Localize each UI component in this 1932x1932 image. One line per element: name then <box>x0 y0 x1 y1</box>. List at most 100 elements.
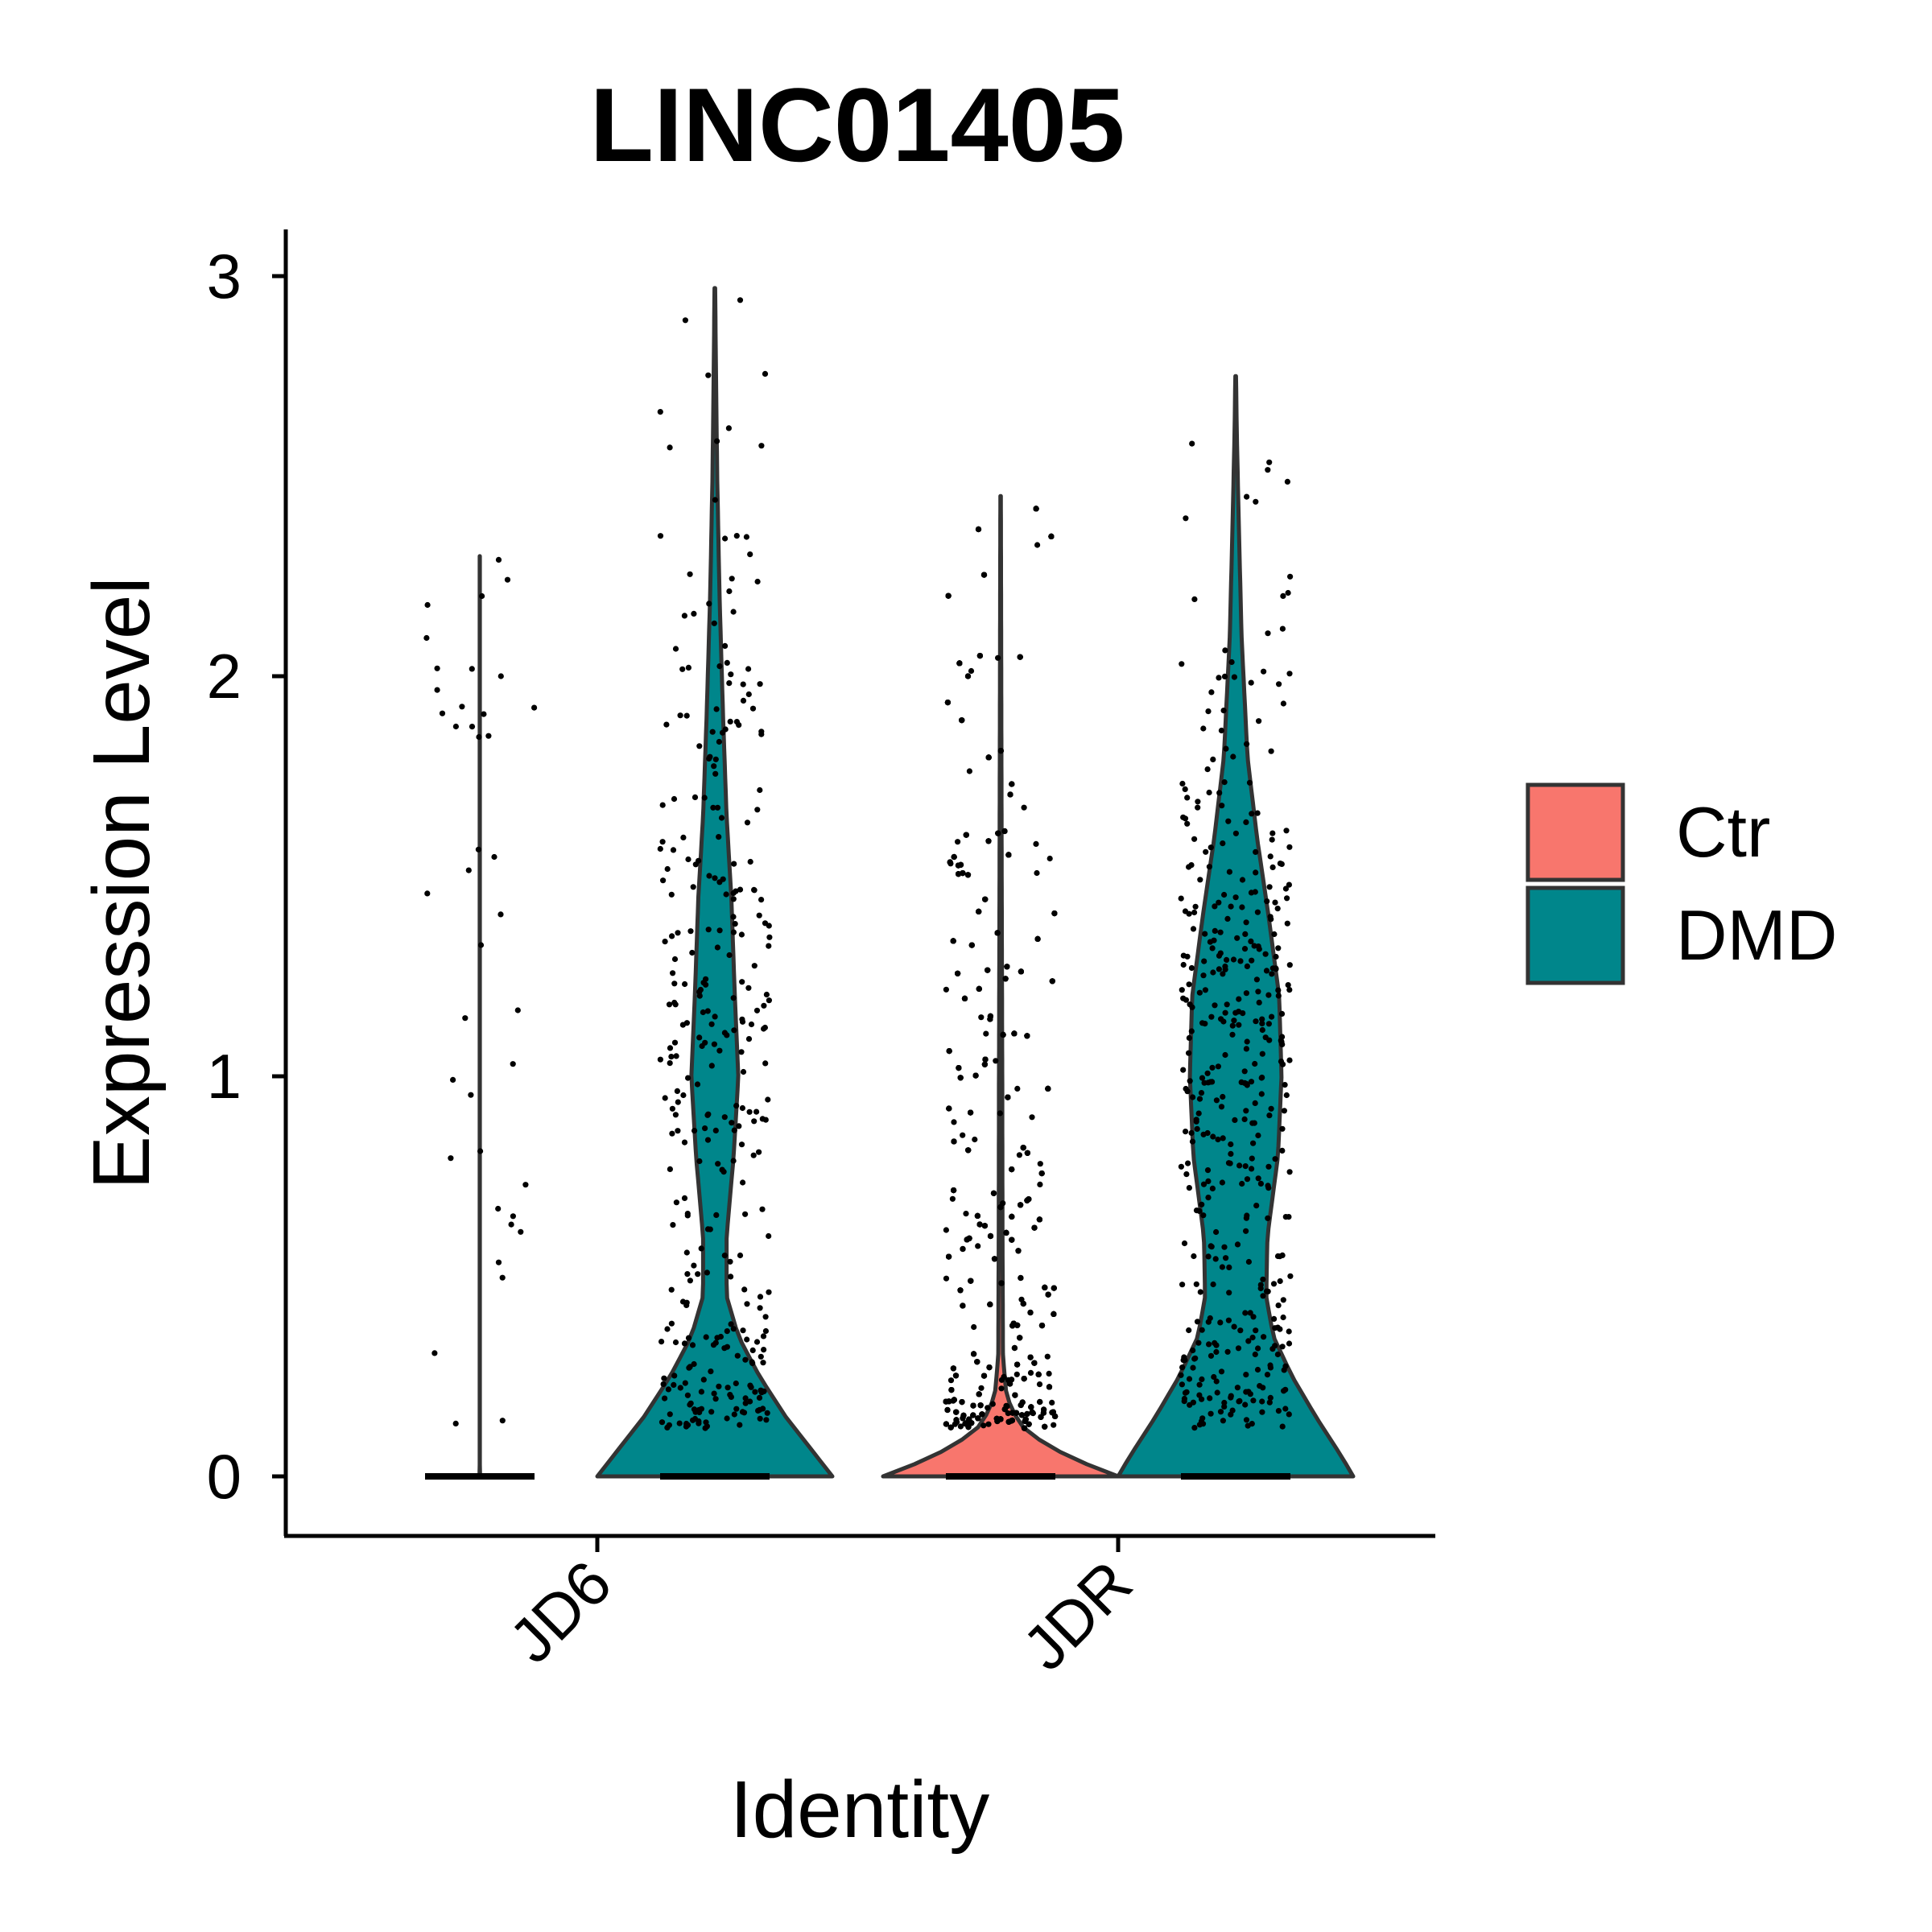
data-point <box>1242 931 1249 937</box>
data-point <box>452 723 460 730</box>
data-point <box>1260 1293 1266 1299</box>
data-point <box>1205 1253 1212 1260</box>
data-point <box>1196 1392 1203 1398</box>
data-point <box>1017 1335 1023 1341</box>
data-point <box>689 949 696 956</box>
data-point <box>712 1013 718 1020</box>
data-point <box>1265 467 1271 473</box>
data-point <box>995 830 1001 836</box>
data-point <box>712 497 719 503</box>
data-point <box>1183 1129 1189 1135</box>
data-point <box>1253 869 1259 876</box>
data-point <box>739 1104 746 1112</box>
data-point <box>661 1375 667 1381</box>
data-point <box>985 967 991 973</box>
data-point <box>1285 982 1291 989</box>
data-point <box>424 890 431 897</box>
data-point <box>1228 903 1234 910</box>
data-point <box>687 1402 693 1408</box>
data-point <box>1018 968 1024 975</box>
data-point <box>1200 1212 1207 1219</box>
data-point <box>726 680 733 687</box>
data-point <box>957 1287 964 1294</box>
data-point <box>960 1132 966 1138</box>
data-point <box>683 712 690 719</box>
data-point <box>1275 945 1282 952</box>
data-point <box>733 888 739 894</box>
data-point <box>741 1286 748 1293</box>
data-point <box>733 1380 739 1387</box>
data-point <box>1232 894 1239 901</box>
data-point <box>1214 1389 1220 1396</box>
data-point <box>1024 1033 1030 1039</box>
data-point <box>696 857 702 864</box>
data-point <box>1249 1334 1256 1341</box>
data-point <box>657 533 664 539</box>
data-point <box>736 1123 742 1129</box>
data-point <box>1013 1371 1020 1377</box>
data-point <box>687 1278 694 1284</box>
data-point <box>733 1406 740 1412</box>
data-point <box>663 721 670 728</box>
data-point <box>1261 668 1267 675</box>
data-point <box>739 979 745 985</box>
data-point <box>1255 989 1261 995</box>
data-point <box>972 1072 979 1079</box>
y-tick-label: 2 <box>207 641 242 712</box>
data-point <box>1029 1114 1035 1121</box>
data-point <box>659 802 666 808</box>
data-point <box>1020 1300 1026 1307</box>
data-point <box>1243 819 1249 825</box>
data-point <box>1239 904 1245 910</box>
data-point <box>766 923 772 929</box>
data-point <box>1021 1376 1027 1382</box>
data-point <box>1024 1150 1030 1156</box>
data-point <box>716 663 723 670</box>
data-point <box>514 1007 521 1013</box>
data-point <box>1252 1351 1258 1358</box>
data-point <box>702 1039 708 1046</box>
data-point <box>1012 1392 1018 1398</box>
data-point <box>1003 1402 1009 1410</box>
data-point <box>1017 654 1023 660</box>
y-ticks: 0 1 2 3 <box>207 241 286 1512</box>
data-point <box>998 1385 1005 1392</box>
data-point <box>757 681 763 687</box>
data-point <box>1212 1256 1219 1262</box>
data-point <box>1188 862 1195 869</box>
data-point <box>1265 1021 1272 1027</box>
data-point <box>749 1347 756 1353</box>
data-point <box>955 970 961 976</box>
data-point <box>1273 965 1279 972</box>
data-point <box>955 862 962 869</box>
data-point <box>1034 935 1041 942</box>
data-point <box>1216 899 1222 906</box>
data-point <box>976 985 982 992</box>
data-point <box>1232 830 1239 836</box>
data-point <box>1237 1327 1244 1334</box>
data-point <box>1262 951 1269 957</box>
data-point <box>765 1096 771 1103</box>
data-point <box>1221 1403 1228 1410</box>
data-point <box>1203 848 1209 855</box>
data-point <box>1286 1340 1293 1347</box>
data-point <box>987 1013 993 1019</box>
data-point <box>706 755 712 762</box>
data-point <box>1231 1323 1237 1330</box>
data-point <box>1244 741 1250 747</box>
data-point <box>951 1187 957 1194</box>
data-point <box>953 1409 960 1415</box>
data-point <box>710 1342 717 1348</box>
data-point <box>1220 708 1227 714</box>
data-point <box>1188 964 1195 972</box>
data-point <box>1210 1281 1216 1288</box>
data-point <box>1179 661 1185 667</box>
data-point <box>658 1419 666 1426</box>
data-point <box>722 726 729 733</box>
data-point <box>679 1022 687 1028</box>
data-point <box>687 571 693 577</box>
data-point <box>745 985 752 991</box>
data-point <box>682 317 689 324</box>
data-point <box>1272 899 1278 906</box>
data-point <box>1215 1063 1221 1070</box>
